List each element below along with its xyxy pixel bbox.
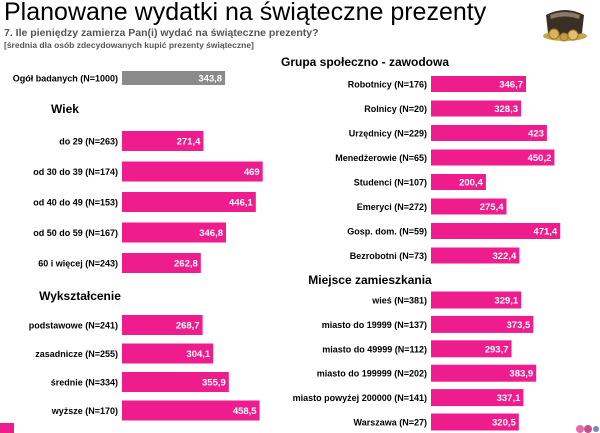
- category-label: Menedżerowie (N=65): [335, 153, 427, 163]
- data-label: 293,7: [485, 344, 509, 355]
- bar: [431, 223, 561, 239]
- bar: [431, 100, 521, 117]
- category-label: zasadnicze (N=255): [35, 349, 118, 359]
- bar: [431, 315, 534, 333]
- category-label: 60 i więcej (N=243): [38, 259, 118, 269]
- data-label: 355,9: [202, 378, 226, 389]
- corner-decoration-icon: [0, 423, 14, 433]
- category-label: miasto do 199999 (N=202): [317, 369, 427, 379]
- section-title: Miejsce zamieszkania: [308, 273, 432, 287]
- data-label: 450,2: [528, 153, 552, 164]
- wallet-with-coins-icon: [543, 10, 587, 42]
- data-label: 383,9: [509, 369, 533, 380]
- category-label: od 30 do 39 (N=174): [33, 167, 118, 177]
- bar: [431, 198, 507, 215]
- data-label: 423: [528, 129, 544, 140]
- bar: [122, 372, 229, 392]
- category-label: miasto do 19999 (N=137): [322, 320, 427, 330]
- category-label: miasto powyżej 200000 (N=141): [293, 393, 427, 403]
- data-label: 458,5: [233, 406, 257, 417]
- category-label: od 40 do 49 (N=153): [33, 198, 118, 208]
- bar: [431, 76, 526, 92]
- bar: [431, 291, 522, 309]
- category-label: Urzędnicy (N=229): [349, 129, 427, 139]
- data-label: 337,1: [497, 393, 521, 404]
- category-label: Gosp. dom. (N=59): [347, 227, 427, 237]
- bar: [122, 315, 203, 335]
- data-label: 320,5: [492, 418, 516, 429]
- page-title: Planowane wydatki na świąteczne prezenty: [4, 0, 487, 26]
- data-label: 471,4: [533, 227, 557, 238]
- category-label: Robotnicy (N=176): [348, 80, 427, 90]
- bar: [122, 253, 201, 273]
- category-label: Rolnicy (N=20): [364, 104, 427, 114]
- corner-decoration-icon: [576, 425, 599, 433]
- section-title: Wiek: [51, 102, 79, 116]
- bar: [431, 413, 519, 431]
- category-label: Bezrobotni (N=73): [350, 251, 427, 261]
- category-label: miasto do 49999 (N=112): [322, 344, 427, 354]
- bar: [122, 161, 263, 182]
- category-label: średnie (N=334): [51, 378, 118, 388]
- bar: [122, 71, 226, 85]
- survey-note: [średnia dla osób zdecydowanych kupić pr…: [4, 40, 254, 50]
- data-label: 262,8: [174, 259, 198, 270]
- bar: [122, 222, 226, 243]
- bar: [431, 364, 537, 382]
- bar: [431, 125, 547, 141]
- bar: [122, 343, 214, 364]
- bar: [431, 174, 486, 190]
- category-label: podstawowe (N=241): [29, 321, 118, 331]
- bar: [122, 400, 260, 421]
- category-label: wieś (N=381): [371, 296, 427, 306]
- data-label: 275,4: [480, 202, 504, 213]
- category-label: od 50 do 59 (N=167): [33, 228, 118, 238]
- category-label: Ogół badanych (N=1000): [13, 74, 118, 84]
- bar: [431, 247, 520, 264]
- data-label: 200,4: [459, 178, 483, 189]
- category-label: Warszawa (N=27): [354, 418, 427, 428]
- category-label: wyższe (N=170): [51, 406, 118, 416]
- category-label: Studenci (N=107): [354, 178, 427, 188]
- data-label: 322,4: [493, 251, 517, 262]
- data-label: 373,5: [507, 320, 531, 331]
- data-label: 469: [244, 167, 260, 178]
- data-label: 304,1: [186, 349, 210, 360]
- data-label: 346,8: [199, 228, 223, 239]
- data-label: 446,1: [229, 198, 253, 209]
- data-label: 343,8: [198, 74, 222, 85]
- bar: [122, 131, 204, 151]
- bar: [122, 192, 256, 212]
- data-label: 328,3: [494, 104, 518, 115]
- category-label: Emeryci (N=272): [357, 202, 427, 212]
- survey-question: 7. Ile pieniędzy zamierza Pan(i) wydać n…: [4, 27, 319, 39]
- data-label: 271,4: [177, 137, 201, 148]
- section-title: Wykształcenie: [39, 289, 121, 303]
- bar: [431, 389, 524, 407]
- data-label: 329,1: [494, 296, 518, 307]
- data-label: 346,7: [499, 80, 523, 91]
- section-title: Grupa społeczno - zawodowa: [281, 55, 449, 69]
- bar: [431, 340, 512, 358]
- data-label: 268,7: [176, 321, 200, 332]
- bar: [431, 149, 555, 166]
- category-label: do 29 (N=263): [59, 137, 118, 147]
